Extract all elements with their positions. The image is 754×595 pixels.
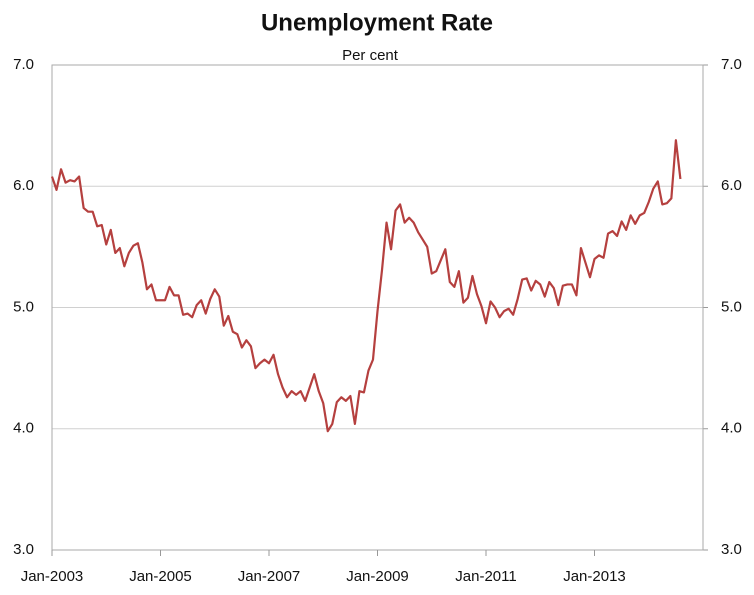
y2-tick-label: 7.0 xyxy=(721,56,742,73)
x-tick-label: Jan-2005 xyxy=(129,568,192,585)
y2-tick-label: 6.0 xyxy=(721,177,742,194)
x-tick-label: Jan-2013 xyxy=(563,568,626,585)
y-tick-label: 4.0 xyxy=(13,420,34,437)
y2-tick-label: 5.0 xyxy=(721,298,742,315)
x-tick-label: Jan-2009 xyxy=(346,568,409,585)
x-tick-label: Jan-2007 xyxy=(238,568,301,585)
y2-tick-label: 4.0 xyxy=(721,420,742,437)
line-series xyxy=(50,139,682,433)
chart-subtitle: Per cent xyxy=(342,47,399,64)
y2-tick-label: 3.0 xyxy=(721,541,742,558)
y-tick-label: 6.0 xyxy=(13,177,34,194)
x-tick-label: Jan-2003 xyxy=(21,568,84,585)
y-tick-label: 5.0 xyxy=(13,298,34,315)
y-tick-label: 7.0 xyxy=(13,56,34,73)
chart-title: Unemployment Rate xyxy=(261,9,493,36)
y-tick-label: 3.0 xyxy=(13,541,34,558)
x-tick-label: Jan-2011 xyxy=(455,568,516,585)
